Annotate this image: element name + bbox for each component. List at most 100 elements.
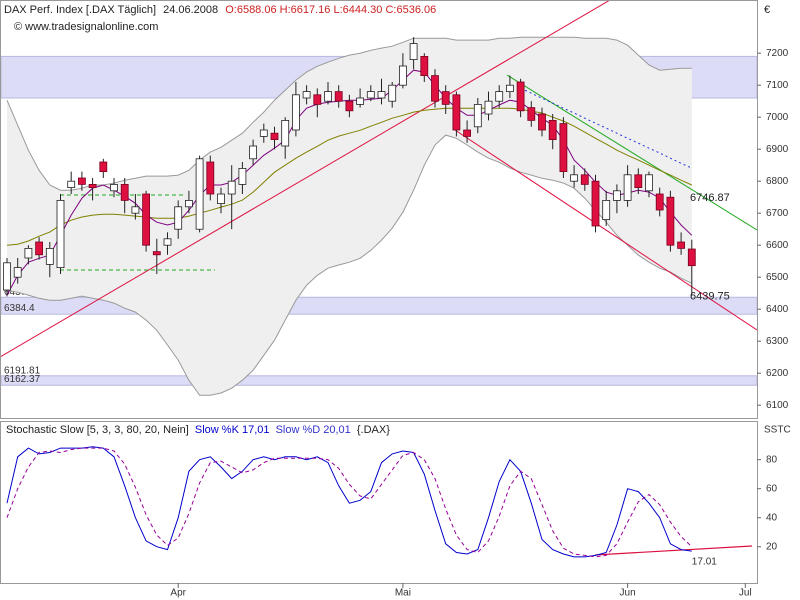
candle-body (152, 251, 161, 256)
candle-body (495, 91, 504, 102)
y-tick-label: 6900 (766, 144, 789, 155)
price-label: 6746.87 (690, 192, 730, 204)
candle-body (559, 123, 568, 172)
candle-body (35, 241, 43, 256)
candle-body (291, 94, 300, 131)
candle-body (570, 174, 578, 182)
candle-body (473, 104, 482, 128)
band-upper (6, 36, 692, 191)
stoch-panel (0, 421, 758, 584)
date: 24.06.2008 (163, 4, 218, 16)
y-tick-label: 7100 (766, 80, 789, 91)
y-tick-label: 6700 (766, 208, 789, 219)
y-tick-label: 6600 (766, 240, 789, 251)
currency: € (764, 4, 770, 16)
candle-body (110, 183, 118, 192)
candle-body (431, 75, 439, 102)
header: DAX Perf. Index [.DAX Täglich] 24.06.200… (4, 4, 436, 16)
candle-body (655, 193, 664, 211)
candle-body (538, 113, 546, 131)
candle-body (398, 65, 407, 86)
candle-body (24, 247, 33, 259)
quote: O:6588.06 H:6617.16 L:6444.30 C:6536.06 (225, 4, 436, 16)
candle-body (99, 161, 108, 172)
candle-body (324, 91, 332, 102)
candle-body (463, 129, 472, 137)
stoch-value-label: 17.01 (692, 557, 717, 568)
candle-body (591, 180, 600, 227)
candle-body (345, 100, 354, 112)
trend-line (594, 545, 753, 556)
candle-body (666, 196, 675, 246)
candles (3, 37, 696, 297)
stoch-axis-label: SSTC (764, 425, 791, 436)
stoch-source: {.DAX} (357, 424, 390, 436)
zone-label: 6384.4 (4, 303, 35, 314)
candle-body (366, 91, 375, 99)
candle-body (227, 180, 236, 195)
legend-k: Slow %K 17,01 (195, 424, 270, 436)
candle-body (217, 193, 225, 205)
series-line (520, 87, 693, 169)
bollinger (6, 36, 693, 396)
candle-body (420, 56, 429, 77)
x-tick-label: Jun (620, 588, 636, 599)
y-tick-label: 6300 (766, 336, 789, 347)
candle-body (334, 91, 343, 102)
zone-label: 6162.37 (4, 374, 41, 385)
candle-body (259, 129, 268, 137)
y-tick-label: 20 (766, 541, 778, 552)
stoch-line (6, 447, 693, 558)
trend-line (1, 1, 610, 357)
candle-body (645, 174, 653, 192)
stoch-line (6, 446, 692, 558)
candle-body (677, 241, 685, 249)
candle-body (505, 84, 514, 92)
x-tick-label: Jul (739, 588, 752, 599)
axes: 6100 6200 6300 6400 6500 6600 6700 6800 6900 7000… (170, 48, 788, 599)
candle-body (313, 94, 322, 105)
candle-body (548, 120, 557, 141)
candle-body (131, 206, 140, 214)
band-lower (6, 134, 693, 396)
candle-body (238, 167, 247, 185)
candle-body (195, 158, 204, 230)
candle-body (687, 248, 696, 267)
index-name: DAX Perf. Index [.DAX Täglich] (4, 4, 156, 16)
price-label: 6439.75 (690, 290, 730, 302)
y-tick-label: 6400 (766, 304, 789, 315)
candle-body (163, 238, 172, 246)
candle-body (623, 174, 632, 201)
zone-label: 6191.81 (4, 365, 41, 376)
candle-body (184, 199, 193, 208)
y-tick-label: 7200 (766, 48, 789, 59)
zone (1, 375, 757, 386)
candle-body (56, 199, 65, 268)
source: © www.tradesignalonline.com (14, 21, 158, 33)
candle-body (516, 81, 525, 112)
candle-body (120, 183, 129, 201)
trend-line (454, 129, 757, 331)
y-tick-label: 6200 (766, 368, 789, 379)
candle-body (249, 145, 258, 160)
candle-body (270, 132, 279, 140)
candle-body (527, 107, 536, 121)
candle-body (13, 267, 22, 278)
x-tick-label: Mai (395, 588, 411, 599)
candle-body (634, 174, 643, 189)
x-tick-label: Apr (170, 588, 186, 599)
legend-d: Slow %D 20,01 (276, 424, 351, 436)
candle-body (3, 262, 11, 291)
candle-body (377, 91, 386, 99)
candle-body (356, 97, 365, 105)
y-tick-label: 40 (766, 512, 778, 523)
y-tick-label: 80 (766, 454, 778, 465)
labels: 6746.87 6439.75 17.01 (690, 192, 730, 568)
band-fill (7, 37, 692, 396)
candle-body (388, 84, 397, 102)
candle-body (602, 199, 611, 220)
candle-body (67, 180, 76, 188)
candle-body (409, 43, 418, 60)
stochastic (6, 446, 753, 558)
